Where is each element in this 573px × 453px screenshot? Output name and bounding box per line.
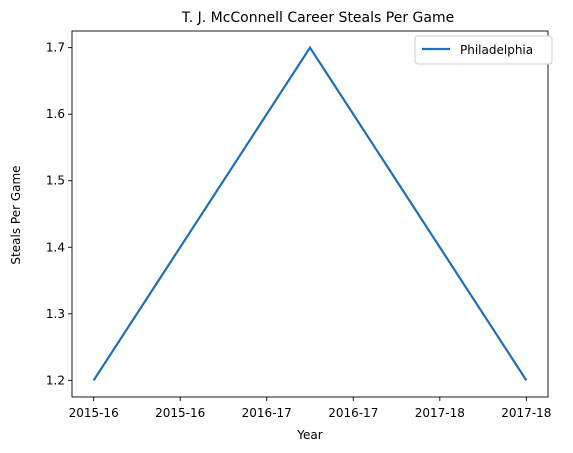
x-tick-label: 2016-17 [328,406,378,420]
y-tick-label: 1.4 [46,240,65,254]
legend-box [414,35,553,65]
legend-label-philadelphia: Philadelphia [460,43,533,57]
x-tick-label: 2017-18 [415,406,465,420]
x-tick-label: 2016-17 [242,406,292,420]
y-axis: 1.2 1.3 1.4 1.5 1.6 1.7 [46,41,72,387]
series-line-philadelphia [92,45,528,381]
x-tick-label: 2015-16 [69,406,119,420]
plot-area: 1.2 1.3 1.4 1.5 1.6 1.7 2015-16 2015-16 2016-17… [46,30,551,420]
y-tick-label: 1.3 [46,307,65,321]
x-tick-label: 2015-16 [155,406,205,420]
plot-frame [71,30,549,398]
x-tick-label: 2017-18 [501,406,551,420]
x-axis: 2015-16 2015-16 2016-17 2016-17 2017-18 2017-… [69,397,551,420]
x-axis-label: Year [296,428,322,442]
y-tick-label: 1.6 [46,107,65,121]
y-tick-label: 1.5 [46,174,65,188]
y-tick-label: 1.7 [46,41,65,55]
y-axis-label: Steals Per Game [9,165,23,264]
legend: Philadelphia [414,35,553,65]
series-layer [92,45,528,381]
y-tick-label: 1.2 [46,373,65,387]
chart-title: T. J. McConnell Career Steals Per Game [181,10,454,26]
